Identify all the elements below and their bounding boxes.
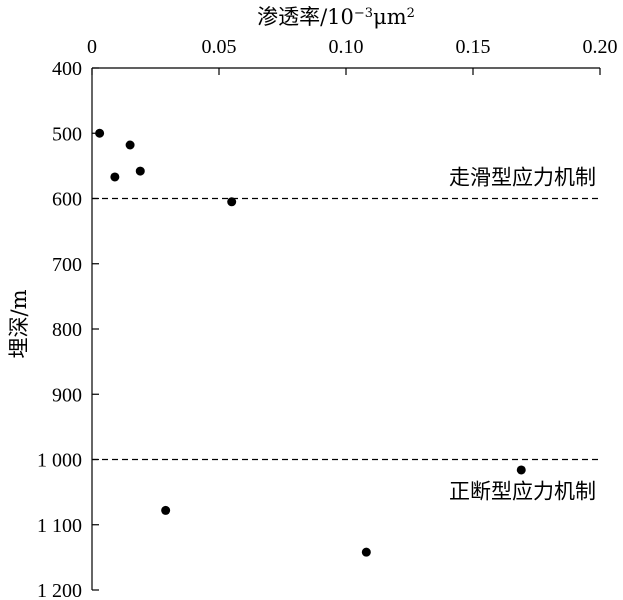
y-tick-label: 600 <box>52 189 82 211</box>
x-tick-label: 0 <box>87 36 97 58</box>
y-ticks: 400 500 600 700 800 900 1 000 1 100 1 200 <box>37 58 99 600</box>
y-tick-label: 500 <box>52 123 82 145</box>
y-tick-label: 700 <box>52 254 82 276</box>
x-axis-title: 渗透率/10−3μm2 <box>257 5 415 29</box>
data-points <box>95 128 526 557</box>
data-point <box>361 547 371 557</box>
x-tick-label: 0.05 <box>202 36 237 58</box>
y-tick-label: 1 100 <box>37 515 82 537</box>
x-axis-title-base: 渗透率/10 <box>257 5 354 29</box>
y-tick-label: 900 <box>52 384 82 406</box>
data-point <box>516 465 526 475</box>
y-tick-label: 800 <box>52 319 82 341</box>
data-point <box>161 505 171 515</box>
y-tick-label: 400 <box>52 58 82 80</box>
y-axis-title: 埋深/m <box>7 289 31 358</box>
data-point <box>227 197 237 207</box>
x-tick-label: 0.20 <box>583 36 618 58</box>
x-axis-title-exponent: −3 <box>354 6 373 21</box>
y-tick-label: 1 000 <box>37 450 82 472</box>
x-axis-title-unit-exponent: 2 <box>407 6 415 21</box>
data-point <box>135 166 145 176</box>
x-tick-label: 0.10 <box>329 36 364 58</box>
y-tick-label: 1 200 <box>37 580 82 600</box>
x-axis-title-unit: μm <box>373 5 407 29</box>
x-tick-label: 0.15 <box>456 36 491 58</box>
x-ticks: 0 0.05 0.10 0.15 0.20 <box>87 36 618 75</box>
reference-line-label-2: 正断型应力机制 <box>449 480 596 504</box>
data-point <box>95 128 105 138</box>
reference-line-label-1: 走滑型应力机制 <box>449 166 596 190</box>
data-point <box>110 172 120 182</box>
data-point <box>125 140 135 150</box>
